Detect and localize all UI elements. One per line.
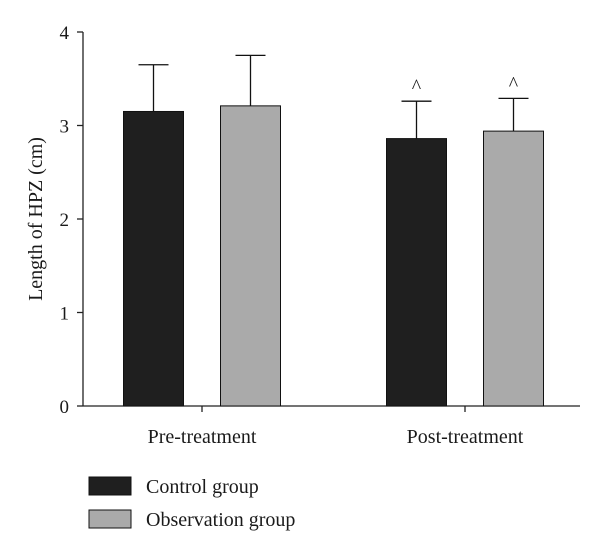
significance-marker: ^ xyxy=(412,76,422,98)
bar xyxy=(483,130,544,407)
legend: Control group Observation group xyxy=(88,476,295,531)
legend-label: Control group xyxy=(146,476,259,498)
legend-swatch xyxy=(88,476,132,496)
y-axis-label: Length of HPZ (cm) xyxy=(25,137,47,301)
bars xyxy=(123,105,544,407)
bar xyxy=(386,138,447,407)
y-ticks: 0 1 2 3 4 xyxy=(60,23,83,418)
x-category-label: Post-treatment xyxy=(407,426,524,448)
significance-marker: ^ xyxy=(509,73,519,95)
bar xyxy=(220,105,281,407)
y-tick-label: 4 xyxy=(60,23,70,44)
y-tick-label: 1 xyxy=(60,304,70,325)
bar xyxy=(123,110,184,407)
x-category-labels: Pre-treatment Post-treatment xyxy=(148,406,524,448)
error-bars xyxy=(138,54,529,139)
y-tick-label: 2 xyxy=(60,210,70,231)
significance-markers: ^ ^ xyxy=(412,73,519,98)
y-tick-label: 0 xyxy=(60,397,70,418)
legend-swatch xyxy=(88,509,132,529)
y-tick-label: 3 xyxy=(60,117,70,138)
legend-label: Observation group xyxy=(146,509,295,531)
x-category-label: Pre-treatment xyxy=(148,426,257,448)
